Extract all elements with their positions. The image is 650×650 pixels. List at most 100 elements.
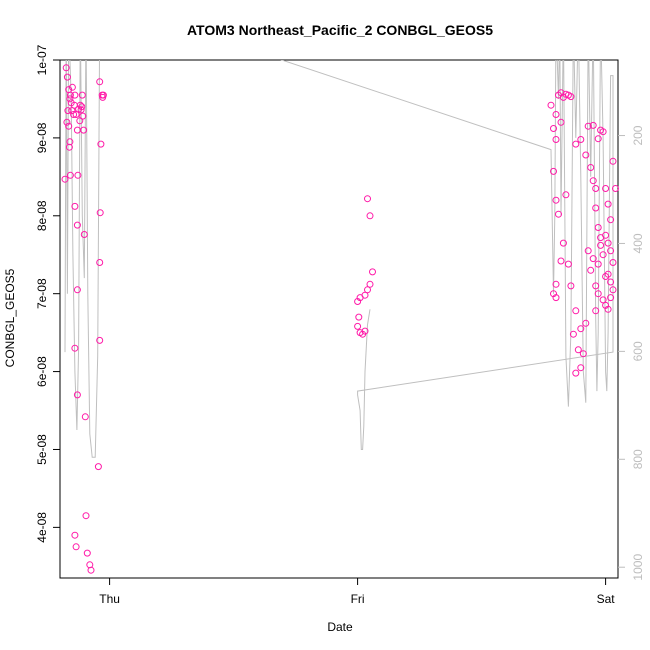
data-point: [71, 91, 79, 99]
data-point: [71, 344, 79, 352]
y-tick-label: 5e-08: [35, 434, 49, 465]
data-point: [557, 257, 565, 265]
data-point: [579, 350, 587, 358]
chart-title: ATOM3 Northeast_Pacific_2 CONBGL_GEOS5: [187, 22, 493, 38]
data-point: [599, 296, 607, 304]
data-point: [80, 126, 88, 134]
data-point: [592, 204, 600, 212]
x-tick-label: Fri: [351, 592, 365, 606]
data-point: [552, 294, 560, 302]
data-point: [65, 143, 73, 151]
y-tick-label: 1e-07: [35, 44, 49, 75]
data-point: [96, 209, 104, 217]
x-tick-label: Thu: [99, 592, 120, 606]
data-point: [577, 136, 585, 143]
data-point: [366, 280, 374, 288]
data-point: [602, 185, 610, 192]
data-point: [582, 151, 590, 159]
points-layer: [61, 64, 619, 574]
data-point: [582, 319, 590, 327]
data-point: [366, 212, 374, 220]
data-point: [607, 247, 615, 255]
data-point: [71, 531, 79, 539]
data-point: [589, 121, 597, 129]
data-point: [80, 231, 88, 238]
data-point: [364, 195, 371, 203]
data-point: [594, 290, 602, 298]
y-tick-label: 8e-08: [35, 200, 49, 231]
data-point: [552, 196, 560, 204]
data-point: [72, 543, 80, 551]
data-point: [592, 185, 600, 192]
data-point: [567, 282, 575, 290]
data-point: [78, 91, 86, 99]
data-point: [594, 135, 602, 143]
y-right-tick-label: 800: [631, 449, 645, 469]
data-point: [552, 280, 560, 288]
data-point: [96, 336, 104, 344]
data-point: [355, 313, 363, 321]
line-layer: [64, 60, 614, 458]
data-point: [557, 118, 565, 126]
data-point: [78, 103, 86, 111]
data-point: [607, 278, 615, 286]
data-point: [99, 91, 107, 99]
series-line-0: [64, 60, 614, 458]
data-point: [76, 101, 84, 109]
data-point: [584, 247, 592, 255]
data-point: [74, 171, 82, 179]
data-point: [73, 286, 81, 294]
data-point: [597, 241, 605, 249]
data-point: [77, 106, 85, 114]
plot-frame: [59, 59, 619, 579]
data-point: [65, 122, 73, 130]
data-point: [552, 136, 560, 143]
y-axis-right: 200 400 600 800 1000: [618, 125, 645, 581]
data-point: [607, 216, 615, 224]
data-point: [64, 107, 72, 115]
y-right-tick-label: 600: [631, 341, 645, 361]
data-point: [66, 95, 74, 103]
data-point: [564, 260, 572, 268]
data-point: [61, 175, 69, 183]
data-point: [574, 346, 582, 354]
data-point: [71, 202, 79, 210]
data-point: [62, 64, 70, 72]
data-point: [584, 122, 592, 130]
data-point: [604, 305, 612, 313]
data-point: [577, 325, 585, 333]
data-point: [589, 177, 597, 185]
data-point: [96, 78, 104, 86]
data-point: [82, 512, 90, 520]
data-point: [594, 260, 602, 268]
x-axis: Thu Fri Sat: [99, 578, 615, 606]
x-axis-label: Date: [327, 620, 353, 634]
data-point: [602, 231, 610, 239]
data-point: [604, 200, 612, 208]
data-point: [63, 118, 71, 126]
y-tick-label: 9e-08: [35, 122, 49, 153]
data-point: [97, 140, 105, 148]
data-point: [83, 549, 91, 557]
data-point: [94, 463, 102, 471]
data-point: [572, 369, 580, 377]
y-right-tick-label: 400: [631, 233, 645, 253]
y-tick-label: 4e-08: [35, 512, 49, 543]
data-point: [96, 259, 104, 266]
data-point: [569, 330, 577, 338]
data-point: [562, 191, 570, 199]
data-point: [550, 167, 557, 175]
data-point: [567, 93, 575, 101]
data-point: [63, 73, 71, 81]
data-point: [66, 91, 74, 99]
data-point: [81, 413, 89, 421]
data-point: [87, 566, 95, 574]
data-point: [555, 210, 562, 218]
y-right-tick-label: 200: [631, 125, 645, 145]
data-point: [70, 111, 78, 118]
data-point: [68, 83, 76, 91]
data-point: [550, 125, 557, 132]
data-point: [609, 286, 617, 294]
data-point: [66, 138, 74, 146]
